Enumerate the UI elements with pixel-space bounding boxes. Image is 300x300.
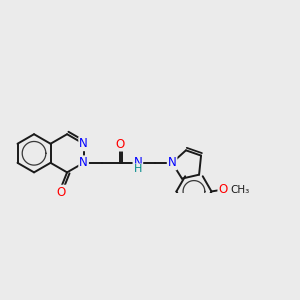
Text: O: O xyxy=(56,186,66,199)
Text: H: H xyxy=(134,164,142,174)
Text: CH₃: CH₃ xyxy=(230,185,250,195)
Text: N: N xyxy=(134,156,142,169)
Text: N: N xyxy=(168,156,176,169)
Text: N: N xyxy=(79,137,88,150)
Text: O: O xyxy=(115,138,124,151)
Text: O: O xyxy=(218,183,228,196)
Text: N: N xyxy=(79,156,88,169)
